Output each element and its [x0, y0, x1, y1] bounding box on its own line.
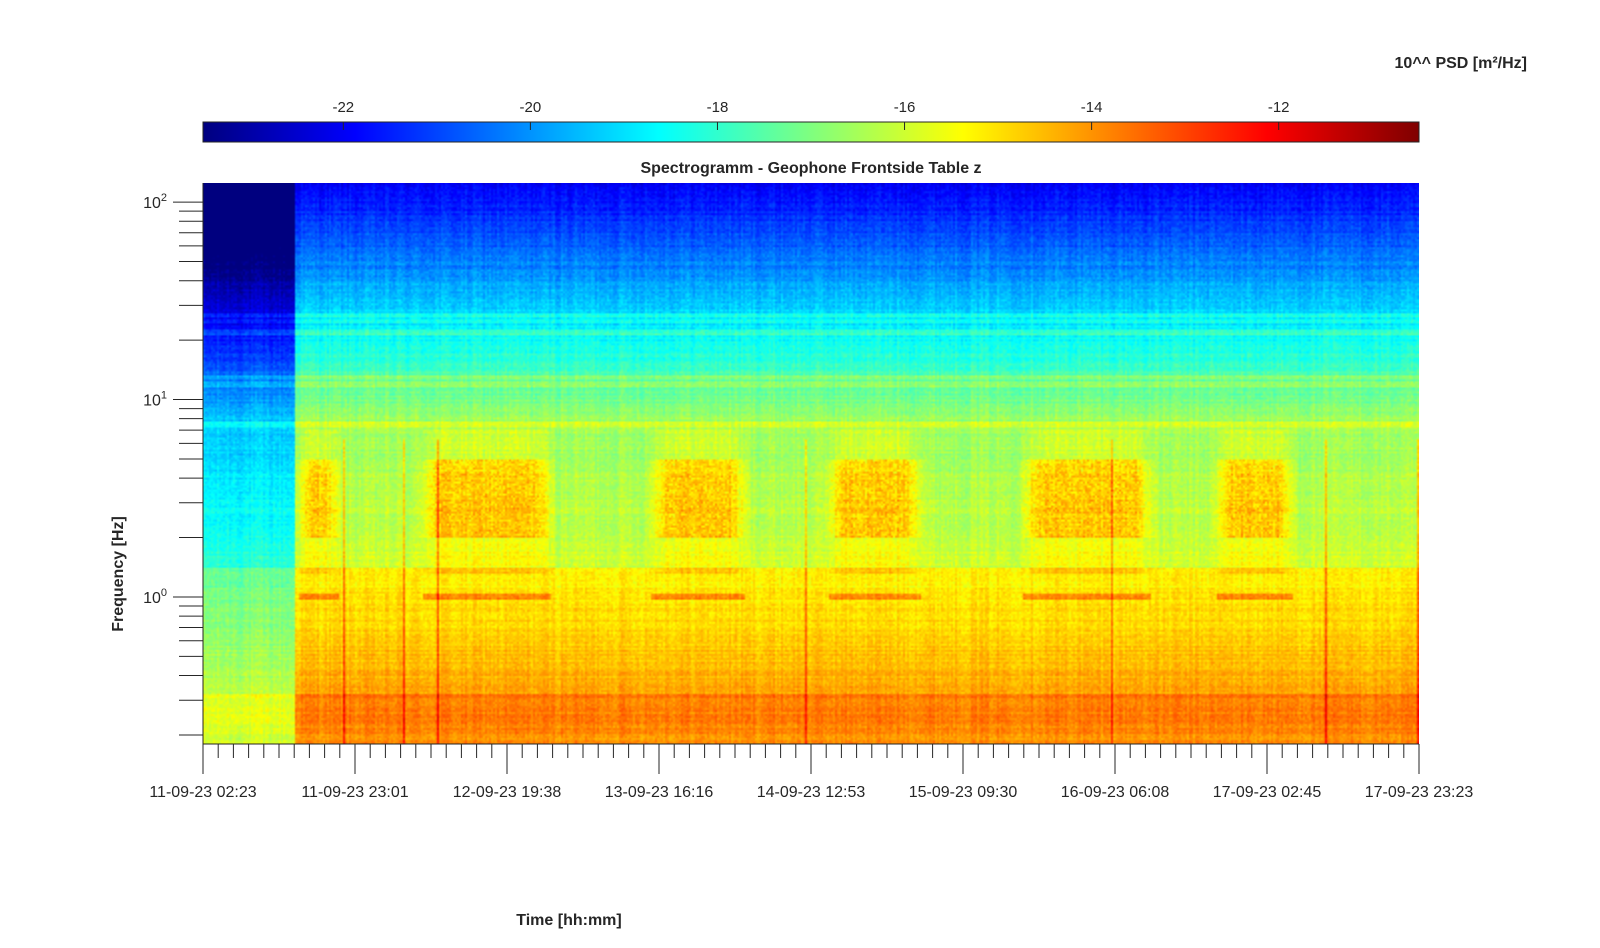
colorbar-tick-label: -14 — [1081, 99, 1103, 116]
colorbar-tick-label: -20 — [520, 99, 542, 116]
x-tick-label: 11-09-23 02:23 — [149, 784, 256, 801]
y-axis-label: Frequency [Hz] — [110, 516, 127, 632]
colorbar-label: 10^^ PSD [m²/Hz] — [1395, 55, 1527, 72]
y-tick-label: 101 — [143, 390, 167, 410]
x-tick-label: 12-09-23 19:38 — [453, 784, 562, 801]
colorbar-tick-label: -18 — [707, 99, 729, 116]
x-tick-label: 16-09-23 06:08 — [1061, 784, 1170, 801]
y-axis: 100 101 102 — [143, 183, 204, 744]
x-axis-label: Time [hh:mm] — [516, 912, 621, 929]
colorbar-gradient — [202, 121, 1420, 143]
y-tick-label: 102 — [143, 192, 167, 212]
colorbar-tick-label: -22 — [332, 99, 354, 116]
colorbar-tick-label: -16 — [894, 99, 916, 116]
x-axis: 11-09-23 02:23 11-09-23 23:01 12-09-23 19:… — [149, 743, 1474, 801]
x-tick-label: 14-09-23 12:53 — [757, 784, 866, 801]
x-tick-label: 15-09-23 09:30 — [909, 784, 1018, 801]
x-tick-label: 17-09-23 02:45 — [1213, 784, 1322, 801]
plot-area — [203, 183, 1419, 744]
x-tick-label: 11-09-23 23:01 — [301, 784, 408, 801]
colorbar: -22 -20 -18 -16 -14 -12 — [202, 99, 1420, 143]
x-tick-label: 17-09-23 23:23 — [1365, 784, 1474, 801]
y-tick-label: 100 — [143, 587, 167, 607]
colorbar-tick-label: -12 — [1268, 99, 1290, 116]
x-tick-label: 13-09-23 16:16 — [605, 784, 714, 801]
chart-title: Spectrogramm - Geophone Frontside Table … — [640, 160, 981, 177]
spectrogram-heatmap — [203, 183, 1419, 744]
